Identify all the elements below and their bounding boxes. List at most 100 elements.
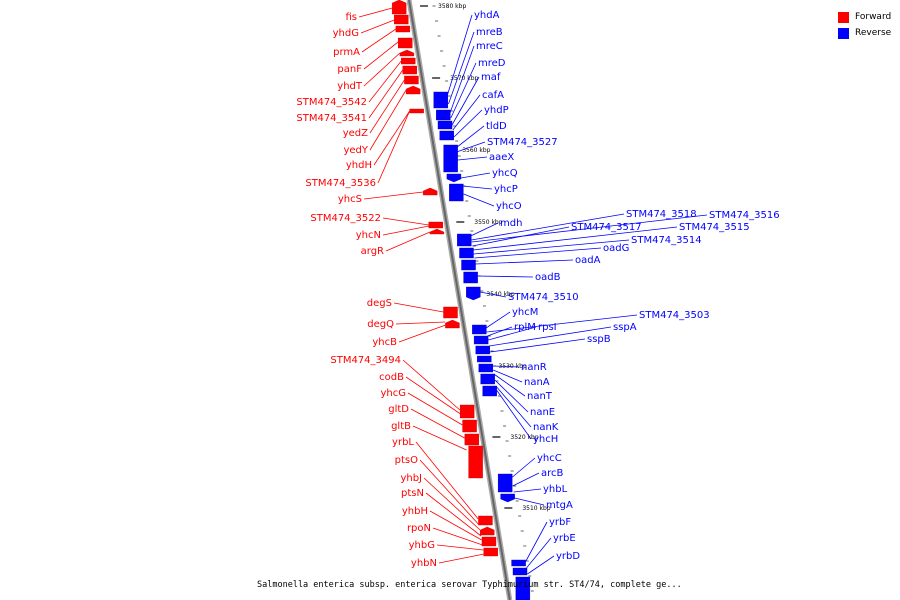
reverse-swatch [838,27,849,39]
reverse-label-leader [495,385,532,428]
forward-label-leader [358,7,393,18]
reverse-gene-label[interactable]: yhdA [474,10,500,21]
reverse-gene-label[interactable]: oadG [603,243,629,254]
reverse-gene-label[interactable]: yhdP [484,105,509,116]
forward-gene-label[interactable]: yhcB [372,337,397,348]
forward-gene-label[interactable]: rpoN [407,523,431,534]
reverse-gene-label[interactable]: mtgA [546,500,573,511]
reverse-gene-block [457,233,472,247]
reverse-gene-label[interactable]: yrbE [553,533,576,544]
reverse-gene-label[interactable]: sspA [613,322,637,333]
forward-gene-label[interactable]: yedY [343,145,368,156]
reverse-gene-block [463,271,478,284]
forward-gene-label[interactable]: STM474_3541 [296,113,367,124]
forward-gene-label[interactable]: STM474_3542 [296,97,367,108]
reverse-gene-label[interactable]: cafA [482,90,504,101]
reverse-gene-label[interactable]: STM474_3503 [639,310,710,321]
reverse-gene-label[interactable]: yhcQ [492,168,518,179]
reverse-gene-label[interactable]: sspB [587,334,611,345]
reverse-gene-label[interactable]: nanK [533,422,559,433]
reverse-gene-label[interactable]: mdh [500,218,522,229]
forward-gene-label[interactable]: yhcN [356,230,381,241]
reverse-gene-label[interactable]: nanT [527,391,553,402]
scale-label: 3520 kbp [510,434,538,441]
forward-gene-label[interactable]: yhbG [409,540,435,551]
reverse-gene-label[interactable]: yrbF [549,517,571,528]
forward-gene-label[interactable]: yedZ [343,128,368,139]
forward-gene-label[interactable]: yhbH [402,506,428,517]
reverse-gene-label[interactable]: tldD [486,121,507,132]
reverse-gene-label[interactable]: nanE [530,407,555,418]
forward-gene-label[interactable]: ptsO [395,455,418,466]
forward-gene-label[interactable]: argR [361,246,384,257]
forward-gene-label[interactable]: yhcS [338,194,362,205]
reverse-gene-label[interactable]: aaeX [489,152,514,163]
forward-gene-label[interactable]: prmA [333,47,360,58]
forward-gene-label[interactable]: STM474_3522 [310,213,381,224]
forward-gene-block [462,419,477,433]
reverse-gene-label[interactable]: STM474_3515 [679,222,750,233]
reverse-gene-label[interactable]: maf [481,72,501,83]
forward-gene-label[interactable]: yhdH [346,160,372,171]
reverse-gene-label[interactable]: STM474_3517 [571,222,642,233]
forward-gene-label[interactable]: yrbL [392,437,414,448]
genome-backbone [408,0,511,600]
legend-label-forward: Forward [855,12,892,22]
reverse-gene-label[interactable]: oadA [575,255,601,266]
reverse-gene-label[interactable]: yhcM [512,307,538,318]
reverse-gene-label[interactable]: yhcH [533,434,558,445]
forward-gene-label[interactable]: gltD [388,404,409,415]
reverse-gene-label[interactable]: oadB [535,272,561,283]
forward-gene-label[interactable]: degS [367,298,392,309]
forward-label-leader [402,359,461,411]
reverse-gene-block [473,335,489,345]
forward-gene-label[interactable]: codB [379,372,404,383]
reverse-gene-label[interactable]: mreD [478,58,506,69]
reverse-gene-label[interactable]: nanR [521,362,547,373]
reverse-gene-label[interactable]: yhbL [543,484,568,495]
forward-gene-block [483,547,498,557]
forward-label-leader [429,510,482,541]
forward-gene-label[interactable]: gltB [391,421,411,432]
forward-gene-label[interactable]: panF [337,64,362,75]
reverse-gene-block [461,259,476,271]
forward-gene-label[interactable]: yhdG [333,28,359,39]
forward-gene-label[interactable]: yhbJ [400,473,422,484]
reverse-gene-label[interactable]: nanA [524,377,550,388]
reverse-gene-label[interactable]: mreB [476,27,503,38]
reverse-gene-label[interactable]: yhcC [537,453,562,464]
forward-gene-label[interactable]: yhbN [411,558,437,569]
reverse-label-leader [496,389,532,440]
forward-gene-label[interactable]: ptsN [401,488,424,499]
reverse-gene-label[interactable]: yrbD [556,551,580,562]
forward-label-leader [407,392,463,426]
forward-gene-label[interactable]: yhdT [337,81,363,92]
reverse-gene-label[interactable]: rplM [514,322,536,333]
reverse-gene-label[interactable]: STM474_3514 [631,235,702,246]
forward-gene-label[interactable]: degQ [367,319,394,330]
reverse-gene-label[interactable]: STM474_3516 [709,210,780,221]
forward-gene-label[interactable]: yhcG [380,388,406,399]
reverse-gene-label[interactable]: rpsI [538,322,557,333]
reverse-gene-label[interactable]: mreC [476,41,503,52]
forward-gene-label[interactable]: fis [345,12,357,23]
reverse-gene-label[interactable]: STM474_3518 [626,209,697,220]
reverse-label-leader [526,537,552,569]
reverse-label-leader [477,275,534,278]
forward-gene-block [399,49,415,57]
reverse-gene-label[interactable]: arcB [541,468,564,479]
reverse-gene-block [478,363,494,373]
reverse-label-leader [472,226,678,251]
forward-gene-label[interactable]: STM474_3536 [305,178,376,189]
reverse-gene-label[interactable]: yhcO [496,201,522,212]
reverse-gene-label[interactable]: STM474_3527 [487,137,558,148]
reverse-label-leader [460,172,491,179]
reverse-gene-label[interactable]: yhcP [494,184,518,195]
forward-label-leader [419,459,480,526]
reverse-label-leader [487,326,513,337]
reverse-label-leader [446,14,473,97]
reverse-gene-label[interactable]: STM474_3510 [508,292,579,303]
reverse-gene-block [475,345,490,355]
reverse-label-leader [511,457,536,479]
forward-gene-label[interactable]: STM474_3494 [330,355,401,366]
